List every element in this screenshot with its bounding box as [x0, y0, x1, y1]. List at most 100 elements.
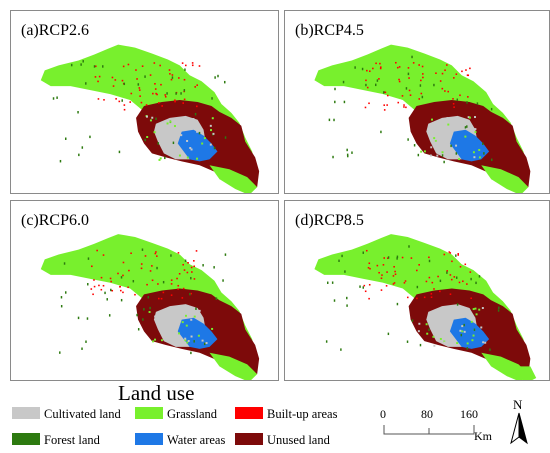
forest-patch — [489, 348, 491, 351]
built-up-patch — [430, 296, 433, 298]
legend-label: Cultivated land — [44, 407, 121, 421]
mixed-patch — [201, 339, 204, 342]
built-up-patch — [182, 102, 185, 104]
mixed-patch — [478, 156, 481, 159]
forest-patch — [407, 72, 410, 76]
built-up-patch — [103, 99, 105, 101]
mixed-patch — [166, 329, 169, 332]
forest-patch — [195, 307, 197, 310]
built-up-patch — [128, 269, 130, 272]
mixed-patch — [458, 158, 461, 161]
mixed-patch — [459, 329, 462, 332]
built-up-patch — [183, 78, 186, 81]
built-up-patch — [111, 289, 114, 292]
forest-patch — [144, 75, 146, 78]
built-up-patch — [92, 293, 94, 296]
mixed-patch — [478, 308, 481, 311]
legend-label: Forest land — [44, 433, 100, 447]
built-up-patch — [156, 93, 158, 96]
built-up-patch — [394, 273, 397, 276]
built-up-patch — [465, 69, 467, 71]
built-up-patch — [404, 280, 407, 282]
forest-patch — [137, 83, 140, 86]
forest-patch — [82, 60, 84, 63]
built-up-patch — [422, 76, 424, 79]
forest-patch — [224, 253, 227, 256]
mixed-patch — [163, 336, 166, 339]
built-up-patch — [157, 283, 159, 285]
built-up-patch — [171, 74, 174, 76]
forest-patch — [456, 303, 459, 306]
land-use-map-rcp45 — [314, 44, 531, 193]
forest-patch — [89, 135, 91, 139]
built-up-patch — [422, 73, 424, 75]
forest-patch — [202, 264, 204, 267]
built-up-patch — [117, 272, 119, 275]
built-up-patch — [183, 269, 186, 271]
forest-patch — [144, 138, 146, 142]
forest-patch — [346, 148, 348, 152]
scale-bar-line — [383, 425, 475, 435]
forest-patch — [338, 259, 340, 262]
built-up-patch — [136, 78, 138, 80]
forest-patch — [334, 87, 336, 91]
built-up-patch — [195, 250, 198, 252]
built-up-patch — [194, 86, 197, 88]
forest-patch — [333, 118, 335, 122]
mixed-patch — [423, 150, 426, 153]
panel-title: (b)RCP4.5 — [295, 22, 364, 39]
built-up-patch — [392, 283, 395, 285]
built-up-patch — [386, 94, 389, 97]
built-up-patch — [444, 90, 446, 92]
mixed-patch — [437, 338, 440, 341]
built-up-patch — [191, 271, 193, 273]
mixed-patch — [473, 156, 476, 159]
built-up-patch — [467, 96, 469, 98]
forest-patch — [497, 309, 500, 312]
mixed-patch — [201, 142, 204, 145]
built-up-patch — [410, 257, 413, 259]
mixed-patch — [186, 156, 189, 159]
forest-patch — [64, 137, 67, 140]
built-up-patch — [149, 74, 152, 76]
built-up-patch — [364, 106, 367, 109]
built-up-patch — [119, 286, 121, 288]
built-up-patch — [401, 256, 404, 259]
forest-patch — [180, 92, 182, 95]
built-up-patch — [141, 65, 144, 67]
built-up-patch — [160, 297, 163, 300]
mixed-patch — [187, 340, 190, 342]
map-regions — [40, 234, 260, 380]
mixed-patch — [149, 119, 152, 122]
forest-patch — [102, 65, 104, 68]
scale-tick-label: 80 — [421, 407, 433, 421]
mixed-patch — [178, 154, 181, 157]
built-up-patch — [112, 85, 115, 87]
built-up-patch — [193, 278, 196, 280]
forest-patch — [59, 351, 61, 354]
built-up-patch — [378, 271, 380, 274]
mixed-patch — [482, 341, 485, 344]
built-up-patch — [421, 65, 424, 68]
legend-item-built-up-areas: Built-up areas — [235, 406, 337, 422]
mixed-patch — [209, 124, 212, 127]
built-up-patch — [452, 98, 454, 100]
mixed-patch — [153, 131, 156, 134]
built-up-patch — [109, 277, 112, 280]
forest-patch — [351, 151, 353, 154]
forest-patch — [354, 66, 356, 69]
mixed-patch — [159, 157, 162, 160]
forest-patch — [450, 144, 452, 148]
built-up-patch — [168, 69, 171, 71]
forest-patch — [104, 291, 106, 295]
built-up-patch — [435, 72, 437, 75]
built-up-patch — [452, 102, 455, 105]
forest-patch — [455, 254, 457, 257]
built-up-patch — [196, 84, 198, 86]
mixed-patch — [451, 148, 454, 151]
north-letter: N — [513, 397, 523, 412]
forest-patch — [490, 107, 493, 111]
mixed-patch — [185, 324, 188, 327]
panel-title: (c)RCP6.0 — [21, 212, 89, 229]
built-up-patch — [127, 63, 130, 66]
